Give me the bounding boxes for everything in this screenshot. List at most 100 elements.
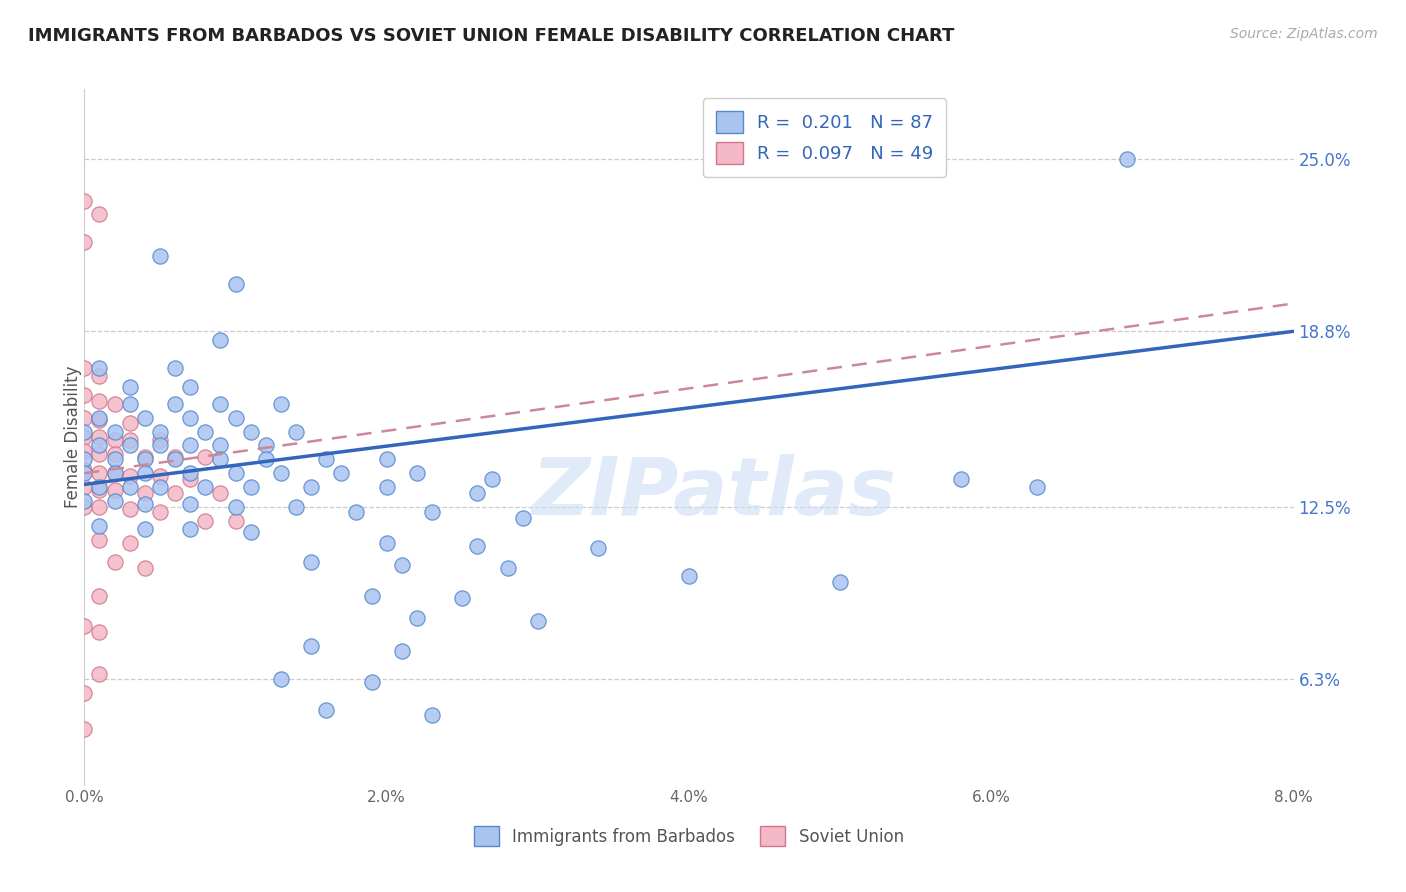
Point (73, 480, 96, 494)
Point (89, 624, 111, 639)
Point (375, 480, 398, 494)
Point (89, 483, 111, 497)
Point (104, 494, 127, 508)
Point (89, 368, 111, 383)
Point (118, 469, 141, 483)
Point (73, 425, 96, 439)
Point (467, 539, 489, 553)
Point (239, 524, 262, 539)
Point (73, 463, 96, 477)
Point (209, 397, 232, 411)
Point (165, 360, 187, 375)
Point (391, 558, 413, 573)
Point (104, 452, 127, 467)
Point (118, 438, 141, 452)
Point (299, 639, 322, 653)
Point (512, 510, 534, 524)
Point (299, 480, 322, 494)
Point (89, 438, 111, 452)
Point (179, 497, 201, 511)
Point (179, 380, 201, 394)
Point (209, 333, 232, 347)
Text: Source: ZipAtlas.com: Source: ZipAtlas.com (1230, 27, 1378, 41)
Point (239, 480, 262, 494)
Point (149, 425, 172, 439)
Point (467, 485, 489, 500)
Point (194, 480, 217, 494)
Point (406, 467, 429, 481)
Point (89, 207, 111, 221)
Point (346, 505, 368, 519)
Point (179, 522, 201, 536)
Point (496, 561, 519, 575)
Text: IMMIGRANTS FROM BARBADOS VS SOVIET UNION FEMALE DISABILITY CORRELATION CHART: IMMIGRANTS FROM BARBADOS VS SOVIET UNION… (28, 27, 955, 45)
Point (375, 536, 398, 550)
Point (73, 430, 96, 444)
Point (406, 611, 429, 625)
Point (1116, 152, 1139, 166)
Point (950, 472, 973, 486)
Point (118, 536, 141, 550)
Point (104, 433, 127, 447)
Point (225, 277, 247, 291)
Point (118, 480, 141, 494)
Point (73, 444, 96, 458)
Point (165, 397, 187, 411)
Point (134, 497, 156, 511)
Point (104, 425, 127, 439)
Point (239, 425, 262, 439)
Point (89, 430, 111, 444)
Point (89, 393, 111, 408)
Point (375, 452, 398, 467)
Point (179, 467, 201, 481)
Point (149, 249, 172, 263)
Point (134, 410, 156, 425)
Point (209, 438, 232, 452)
Point (285, 425, 308, 439)
Point (134, 485, 156, 500)
Legend: Immigrants from Barbados, Soviet Union: Immigrants from Barbados, Soviet Union (467, 820, 911, 853)
Point (104, 397, 127, 411)
Point (134, 522, 156, 536)
Point (678, 569, 700, 583)
Point (209, 452, 232, 467)
Point (451, 591, 474, 606)
Point (134, 467, 156, 481)
Point (149, 469, 172, 483)
Point (89, 519, 111, 533)
Point (179, 472, 201, 486)
Point (104, 467, 127, 481)
Point (391, 644, 413, 658)
Point (89, 480, 111, 494)
Point (73, 452, 96, 467)
Point (420, 505, 443, 519)
Point (149, 433, 172, 447)
Point (270, 467, 292, 481)
Point (225, 410, 247, 425)
Point (420, 708, 443, 723)
Point (104, 467, 127, 481)
Point (89, 533, 111, 547)
Point (118, 380, 141, 394)
Point (73, 360, 96, 375)
Point (118, 416, 141, 430)
Point (254, 438, 277, 452)
Point (588, 541, 610, 556)
Point (481, 472, 503, 486)
Point (118, 502, 141, 516)
Point (225, 500, 247, 514)
Point (194, 450, 217, 464)
Point (73, 494, 96, 508)
Point (134, 450, 156, 464)
Point (194, 425, 217, 439)
Point (89, 413, 111, 427)
Point (118, 433, 141, 447)
Point (179, 410, 201, 425)
Point (270, 397, 292, 411)
Point (134, 452, 156, 467)
Point (89, 589, 111, 603)
Point (285, 500, 308, 514)
Point (89, 467, 111, 481)
Point (270, 672, 292, 686)
Point (104, 447, 127, 461)
